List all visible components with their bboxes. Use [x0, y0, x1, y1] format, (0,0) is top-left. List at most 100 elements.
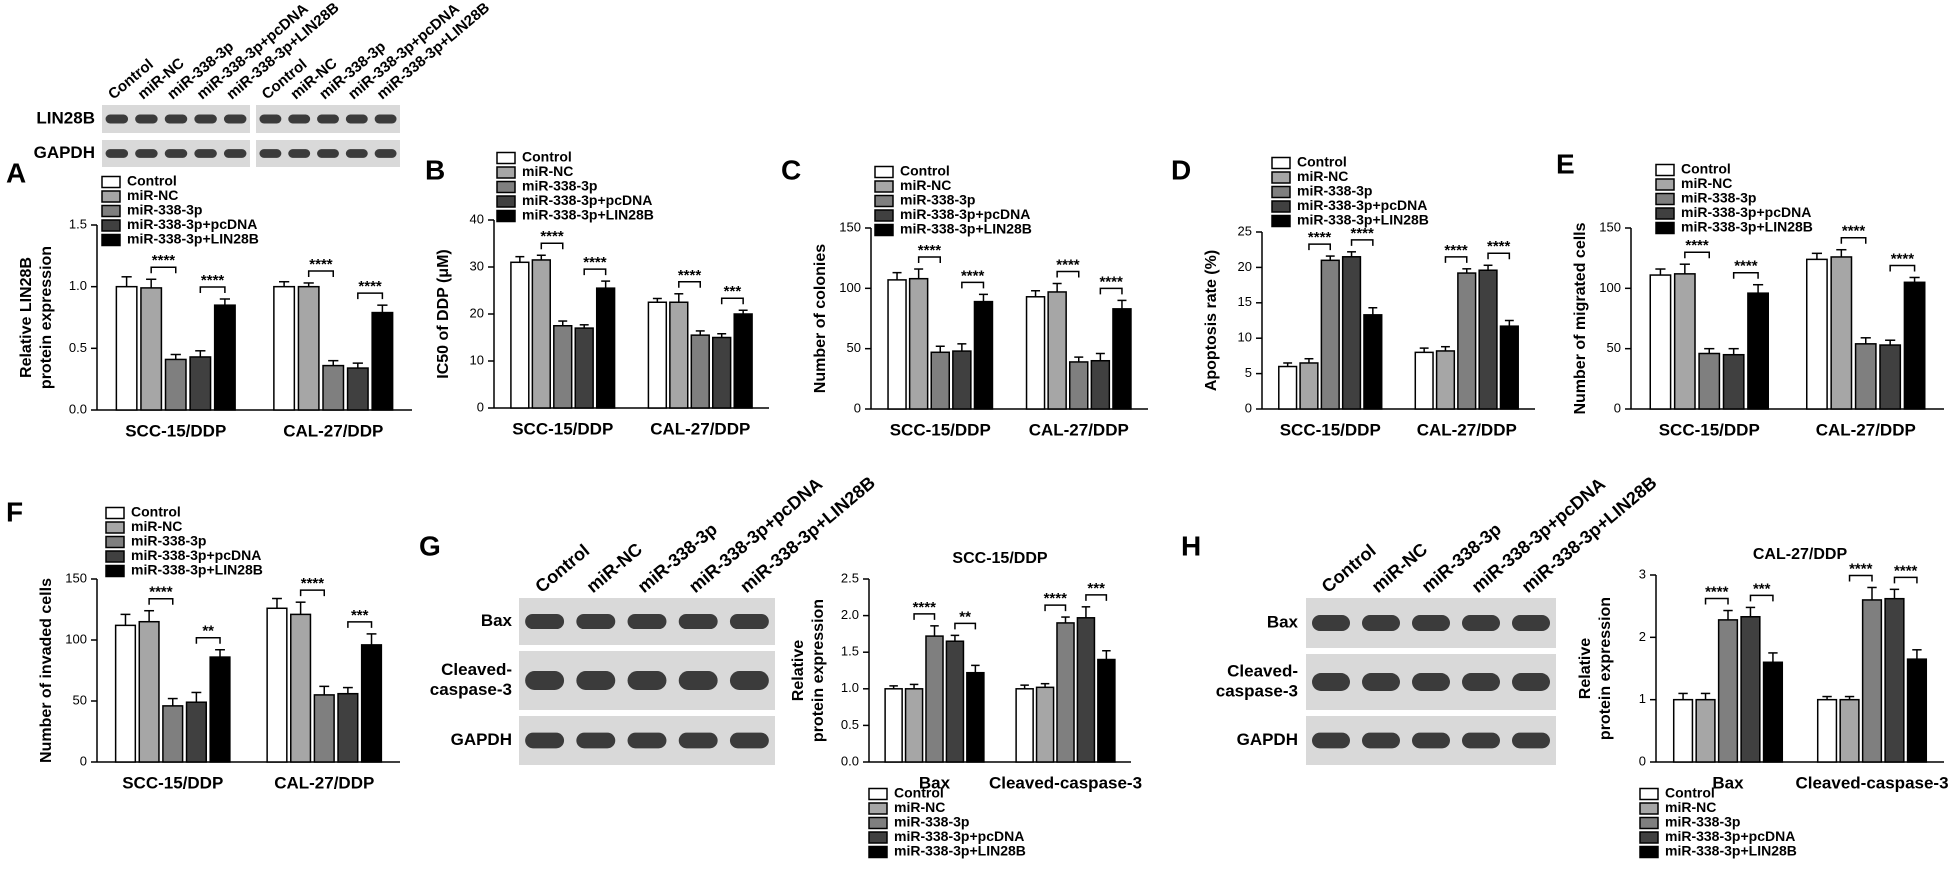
significance-label: **** [1099, 273, 1123, 290]
bar [138, 620, 160, 763]
bar [115, 285, 138, 411]
y-axis-label: Apoptosis rate (%) [1203, 250, 1220, 391]
legend-swatch [1271, 156, 1291, 170]
bar [1025, 296, 1046, 410]
significance-label: ** [959, 608, 971, 625]
y-axis-label: protein expression [38, 246, 55, 389]
y-tick-label: 10 [470, 352, 484, 367]
y-tick-label: 0.0 [69, 401, 87, 416]
blot-band [194, 114, 217, 124]
significance-bracket [1308, 243, 1331, 251]
legend-label: miR-338-3p+LIN28B [127, 231, 259, 247]
bar [647, 301, 668, 409]
legend-label: miR-338-3p+pcDNA [127, 216, 257, 232]
y-tick-label: 40 [470, 211, 484, 226]
row-label: Bax [481, 611, 513, 630]
significance-bracket [148, 597, 174, 605]
blot-band [1512, 615, 1550, 631]
bar [1341, 256, 1362, 410]
legend-swatch [1655, 192, 1675, 206]
significance-bracket [1350, 239, 1374, 246]
significance-label: **** [309, 256, 333, 273]
significance-bracket [199, 286, 226, 293]
blot-band [105, 149, 129, 158]
legend-label: Control [1681, 161, 1731, 177]
legend-swatch [496, 166, 516, 179]
bar [1698, 352, 1721, 410]
legend-swatch [1639, 787, 1659, 801]
y-tick-label: 1.5 [841, 644, 859, 659]
blot-band [1462, 732, 1500, 749]
legend-swatch [868, 816, 888, 830]
legend-swatch [868, 802, 888, 815]
bar [690, 334, 710, 409]
bar [1839, 698, 1860, 763]
x-tick-label: SCC-15/DDP [1659, 420, 1760, 439]
significance-label: **** [1487, 238, 1511, 255]
bar [1056, 622, 1075, 763]
y-tick-label: 2.5 [841, 570, 859, 585]
panel-letter: C [781, 154, 801, 185]
significance-label: **** [1849, 560, 1873, 577]
blot-band [1312, 673, 1350, 691]
x-tick-label: CAL-27/DDP [274, 773, 374, 792]
panel-letter: F [6, 496, 23, 527]
legend-swatch [1655, 178, 1675, 191]
legend-label: Control [127, 173, 177, 189]
blot-band [135, 114, 158, 124]
bar [1363, 314, 1383, 410]
legend-swatch [1271, 171, 1291, 184]
legend-swatch [105, 506, 125, 520]
y-axis-label: Relative LIN28B [18, 257, 35, 378]
y-axis-label: Number of migrated cells [1572, 222, 1589, 414]
bar [1035, 686, 1055, 763]
blot-band [164, 114, 188, 124]
y-tick-label: 0.0 [841, 753, 859, 768]
bar [908, 277, 929, 410]
row-label: caspase-3 [430, 680, 512, 699]
significance-bracket [307, 270, 334, 277]
significance-bracket [1893, 576, 1918, 584]
significance-label: **** [1894, 562, 1918, 579]
row-label: LIN28B [36, 108, 95, 127]
significance-label: **** [1056, 256, 1080, 273]
bar [887, 279, 907, 410]
y-tick-label: 50 [847, 340, 861, 355]
bar [322, 364, 345, 411]
legend-swatch [1639, 831, 1659, 844]
significance-bracket [1848, 574, 1873, 582]
significance-bracket [357, 292, 384, 300]
legend-swatch [874, 165, 894, 179]
bar [733, 313, 753, 409]
significance-bracket [1044, 604, 1067, 612]
chart-title: SCC-15/DDP [952, 550, 1047, 567]
bar [1906, 658, 1928, 763]
bar [510, 261, 530, 409]
legend-label: Control [1297, 154, 1347, 170]
significance-label: **** [301, 575, 325, 592]
y-tick-label: 0.5 [841, 717, 859, 732]
legend-swatch [101, 190, 121, 203]
bar [371, 311, 394, 411]
bar [1805, 258, 1828, 410]
significance-bracket [1684, 251, 1710, 259]
bar [1068, 361, 1089, 410]
blot-band [1412, 732, 1450, 749]
legend-label: Control [131, 504, 181, 520]
bar [595, 287, 616, 409]
significance-bracket [961, 281, 985, 289]
chart-title: CAL-27/DDP [1753, 546, 1848, 563]
bar [189, 356, 212, 411]
y-axis-label: Number of invaded cells [38, 578, 55, 763]
bar [114, 624, 137, 763]
y-tick-label: 2 [1639, 629, 1646, 644]
significance-label: *** [1753, 580, 1771, 597]
bar [213, 304, 236, 411]
bar [297, 285, 320, 411]
significance-label: **** [149, 584, 173, 601]
blot-band [288, 149, 311, 158]
significance-bracket [1749, 594, 1774, 602]
legend-label: miR-338-3p [1681, 190, 1756, 206]
y-tick-label: 15 [1238, 294, 1252, 309]
y-tick-label: 150 [1599, 219, 1621, 234]
